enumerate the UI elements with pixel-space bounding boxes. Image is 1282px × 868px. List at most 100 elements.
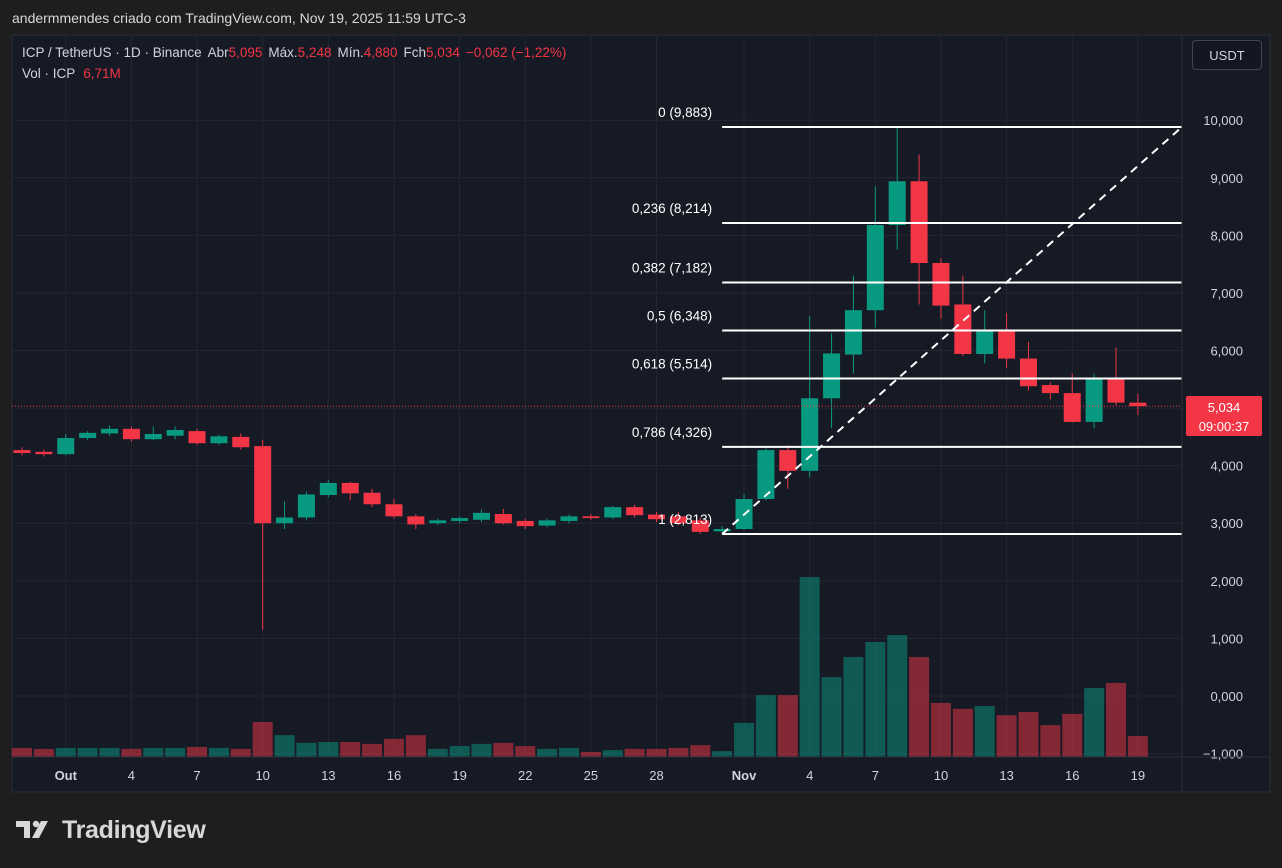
candle-body bbox=[494, 514, 512, 524]
volume-bar bbox=[187, 747, 208, 757]
volume-bar bbox=[843, 657, 864, 757]
volume-bar bbox=[930, 702, 951, 757]
x-tick-label: Out bbox=[55, 768, 78, 783]
volume-bar bbox=[1127, 736, 1148, 757]
x-tick-label: 13 bbox=[999, 768, 1013, 783]
candle-body bbox=[648, 514, 666, 520]
candle-body bbox=[998, 329, 1016, 359]
volume-bar bbox=[274, 735, 295, 757]
y-tick-label: −1,000 bbox=[1203, 747, 1243, 762]
legend-label: Mín.4,880 bbox=[337, 45, 397, 60]
volume-bar bbox=[77, 747, 98, 757]
fib-label: 0,236 (8,214) bbox=[632, 201, 712, 216]
x-tick-label: 19 bbox=[1131, 768, 1145, 783]
label: Mín. bbox=[337, 45, 364, 60]
x-tick-label: 22 bbox=[518, 768, 532, 783]
volume-bar bbox=[252, 722, 273, 757]
candle-body bbox=[276, 517, 294, 524]
y-tick-label: 9,000 bbox=[1210, 171, 1243, 186]
fib-label: 0,5 (6,348) bbox=[647, 308, 712, 323]
volume-bar bbox=[624, 748, 645, 757]
candle-body bbox=[1107, 379, 1125, 403]
volume-bar bbox=[559, 747, 579, 757]
candle-body bbox=[341, 482, 359, 494]
volume-bar bbox=[1018, 712, 1039, 757]
value: 6,71M bbox=[83, 66, 121, 81]
volume-bar bbox=[165, 747, 186, 757]
brand: TradingView bbox=[62, 816, 206, 844]
volume-bar bbox=[230, 748, 251, 757]
volume-bar bbox=[887, 635, 908, 757]
y-tick-label: 7,000 bbox=[1210, 286, 1243, 301]
volume-bar bbox=[143, 747, 164, 757]
logo-part bbox=[32, 821, 48, 838]
x-tick-label: 16 bbox=[387, 768, 401, 783]
volume-bars bbox=[12, 577, 1148, 757]
change: −0,062 (−1,22%) bbox=[465, 45, 567, 60]
volume-bar bbox=[99, 747, 120, 757]
candle-body bbox=[866, 225, 884, 311]
volume-bar bbox=[12, 747, 32, 757]
candle-body bbox=[779, 450, 797, 471]
value: 5,248 bbox=[297, 45, 332, 60]
volume-bar bbox=[449, 746, 470, 757]
y-tick-label: 0,000 bbox=[1210, 689, 1243, 704]
y-tick-label: 4,000 bbox=[1210, 459, 1243, 474]
candles bbox=[12, 126, 1182, 630]
candle-body bbox=[801, 398, 819, 471]
volume-bar bbox=[777, 695, 798, 757]
candle-body bbox=[757, 450, 775, 500]
x-tick-label: 13 bbox=[321, 768, 335, 783]
label: Abr bbox=[207, 45, 229, 60]
x-tick-label: 10 bbox=[255, 768, 269, 783]
x-tick-label: 19 bbox=[452, 768, 466, 783]
volume-bar bbox=[318, 742, 339, 757]
x-tick-label: 7 bbox=[872, 768, 879, 783]
price: 5,034 bbox=[1207, 400, 1241, 415]
candle-body bbox=[582, 516, 600, 519]
candle-body bbox=[363, 492, 381, 505]
candle-body bbox=[210, 436, 228, 444]
volume-bar bbox=[208, 747, 229, 757]
fib-label: 0,618 (5,514) bbox=[632, 356, 712, 371]
candle-body bbox=[254, 446, 272, 524]
candle-body bbox=[516, 520, 534, 527]
volume-bar bbox=[602, 750, 623, 757]
volume-bar bbox=[1084, 687, 1105, 757]
currency-button[interactable]: USDT bbox=[1192, 40, 1262, 70]
candle-body bbox=[1129, 402, 1147, 407]
candle-body bbox=[976, 329, 994, 354]
candle-body bbox=[823, 353, 841, 399]
candle-body bbox=[319, 482, 337, 496]
volume-bar bbox=[1062, 713, 1083, 757]
volume-legend: Vol · ICP 6,71M bbox=[22, 66, 121, 81]
candle-body bbox=[35, 451, 53, 455]
candle-body bbox=[560, 516, 578, 521]
value: 5,034 bbox=[426, 45, 460, 60]
value: 5,095 bbox=[228, 45, 263, 60]
volume-bar bbox=[909, 657, 930, 757]
volume-bar bbox=[755, 695, 776, 757]
candle-body bbox=[932, 263, 950, 306]
x-tick-label: 16 bbox=[1065, 768, 1079, 783]
candle-body bbox=[1085, 379, 1103, 422]
candle-body bbox=[57, 438, 75, 455]
x-tick-label: 7 bbox=[193, 768, 200, 783]
x-tick-label: 10 bbox=[934, 768, 948, 783]
legend-label: Abr5,095 bbox=[208, 45, 263, 60]
label: Vol · ICP bbox=[22, 66, 76, 81]
fib-trend-line bbox=[721, 126, 1183, 535]
volume-bar bbox=[383, 738, 404, 757]
x-tick-label: 4 bbox=[806, 768, 813, 783]
label: Fch bbox=[403, 45, 427, 60]
ohlc-legend: ICP / TetherUS · 1D · Binance Abr5,095 M… bbox=[22, 45, 566, 60]
volume-bar bbox=[296, 742, 317, 757]
chart-panel bbox=[11, 34, 1271, 793]
volume-bar bbox=[646, 748, 667, 757]
y-tick-label: 2,000 bbox=[1210, 574, 1243, 589]
fib-label: 0,786 (4,326) bbox=[632, 425, 712, 440]
price-tag: 5,034 09:00:37 bbox=[1186, 396, 1262, 436]
x-tick-label: 4 bbox=[128, 768, 135, 783]
